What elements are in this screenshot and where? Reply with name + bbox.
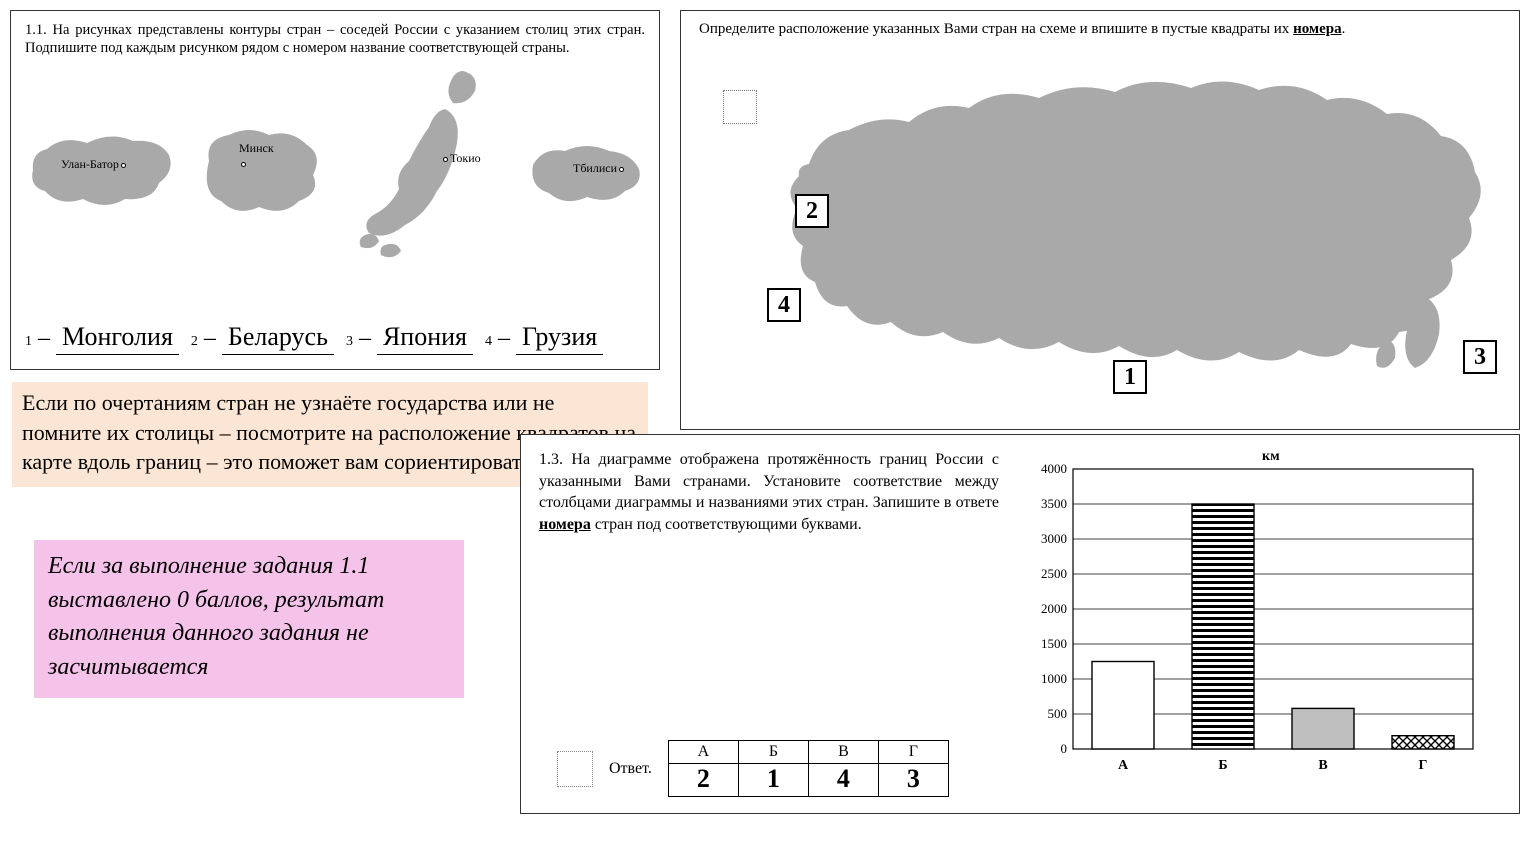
chart-bar-В — [1292, 708, 1354, 749]
answer-1: Монголия — [56, 322, 179, 355]
task-1-1-answers: 1 – Монголия 2 – Беларусь 3 – Япония 4 –… — [25, 322, 645, 355]
svg-text:4000: 4000 — [1041, 461, 1067, 476]
chart-bar-Б — [1192, 504, 1254, 749]
svg-text:0: 0 — [1061, 741, 1068, 756]
russia-map-wrap: 2413 — [699, 44, 1501, 384]
answer-col-letter: А — [668, 741, 738, 764]
answer-col-letter: В — [808, 741, 878, 764]
svg-text:В: В — [1318, 758, 1327, 773]
task-1-2-panel: Определите расположение указанных Вами с… — [680, 10, 1520, 430]
answer-table: АБВГ 2143 — [668, 740, 949, 797]
answer-num-4: 4 — [485, 334, 492, 349]
hint-pink: Если за выполнение задания 1.1 выставлен… — [34, 540, 464, 698]
task-1-3-prompt: 1.3. На диаграмме отображена протяжённос… — [539, 449, 999, 779]
answer-col-letter: Б — [738, 741, 808, 764]
map-empty-box[interactable] — [723, 90, 757, 124]
svg-text:2000: 2000 — [1041, 601, 1067, 616]
answer-col-value: 3 — [878, 764, 948, 797]
country-shape-3 — [345, 65, 505, 265]
answer-3: Япония — [377, 322, 473, 355]
svg-text:500: 500 — [1048, 706, 1068, 721]
answer-col-letter: Г — [878, 741, 948, 764]
answer-col-value: 1 — [738, 764, 808, 797]
svg-text:1500: 1500 — [1041, 636, 1067, 651]
answer-2: Беларусь — [222, 322, 334, 355]
task-1-3-panel: 1.3. На диаграмме отображена протяжённос… — [520, 434, 1520, 814]
map-number-box-1: 1 — [1113, 360, 1147, 394]
capital-label-4: Тбилиси — [573, 161, 626, 176]
task-1-1-panel: 1.1. На рисунках представлены контуры ст… — [10, 10, 660, 370]
answer-num-1: 1 — [25, 334, 32, 349]
chart-bar-Г — [1392, 736, 1454, 749]
country-shapes-row: Улан-Батор Минск Токио Тбилиси — [25, 65, 645, 265]
task-1-2-prompt: Определите расположение указанных Вами с… — [699, 21, 1501, 38]
chart-bar-А — [1092, 662, 1154, 750]
svg-text:2500: 2500 — [1041, 566, 1067, 581]
map-number-box-2: 2 — [795, 194, 829, 228]
capital-label-3: Токио — [441, 151, 481, 166]
svg-text:А: А — [1118, 758, 1129, 773]
svg-text:3500: 3500 — [1041, 496, 1067, 511]
answer-label: Ответ. — [609, 760, 652, 778]
answer-4: Грузия — [516, 322, 603, 355]
answer-col-value: 4 — [808, 764, 878, 797]
svg-text:1000: 1000 — [1041, 671, 1067, 686]
svg-text:3000: 3000 — [1041, 531, 1067, 546]
answer-num-2: 2 — [191, 334, 198, 349]
map-number-box-3: 3 — [1463, 340, 1497, 374]
bar-chart: км 0 500 1000 1500 2000 2500 3000 3500 4000 А Б В Г — [1023, 449, 1501, 779]
task-1-3-answer-row: Ответ. АБВГ 2143 — [557, 740, 949, 797]
task-1-1-prompt: 1.1. На рисунках представлены контуры ст… — [25, 21, 645, 57]
answer-num-3: 3 — [346, 334, 353, 349]
answer-col-value: 2 — [668, 764, 738, 797]
svg-text:Б: Б — [1218, 758, 1227, 773]
svg-text:Г: Г — [1419, 758, 1428, 773]
capital-label-2: Минск — [239, 141, 274, 171]
capital-label-1: Улан-Батор — [61, 157, 128, 172]
bar-chart-svg: 0 500 1000 1500 2000 2500 3000 3500 4000 А Б В Г — [1023, 449, 1483, 779]
chart-y-label: км — [1262, 449, 1280, 465]
answer-dotted-box[interactable] — [557, 751, 593, 787]
country-shape-2 — [195, 121, 325, 221]
map-number-box-4: 4 — [767, 288, 801, 322]
